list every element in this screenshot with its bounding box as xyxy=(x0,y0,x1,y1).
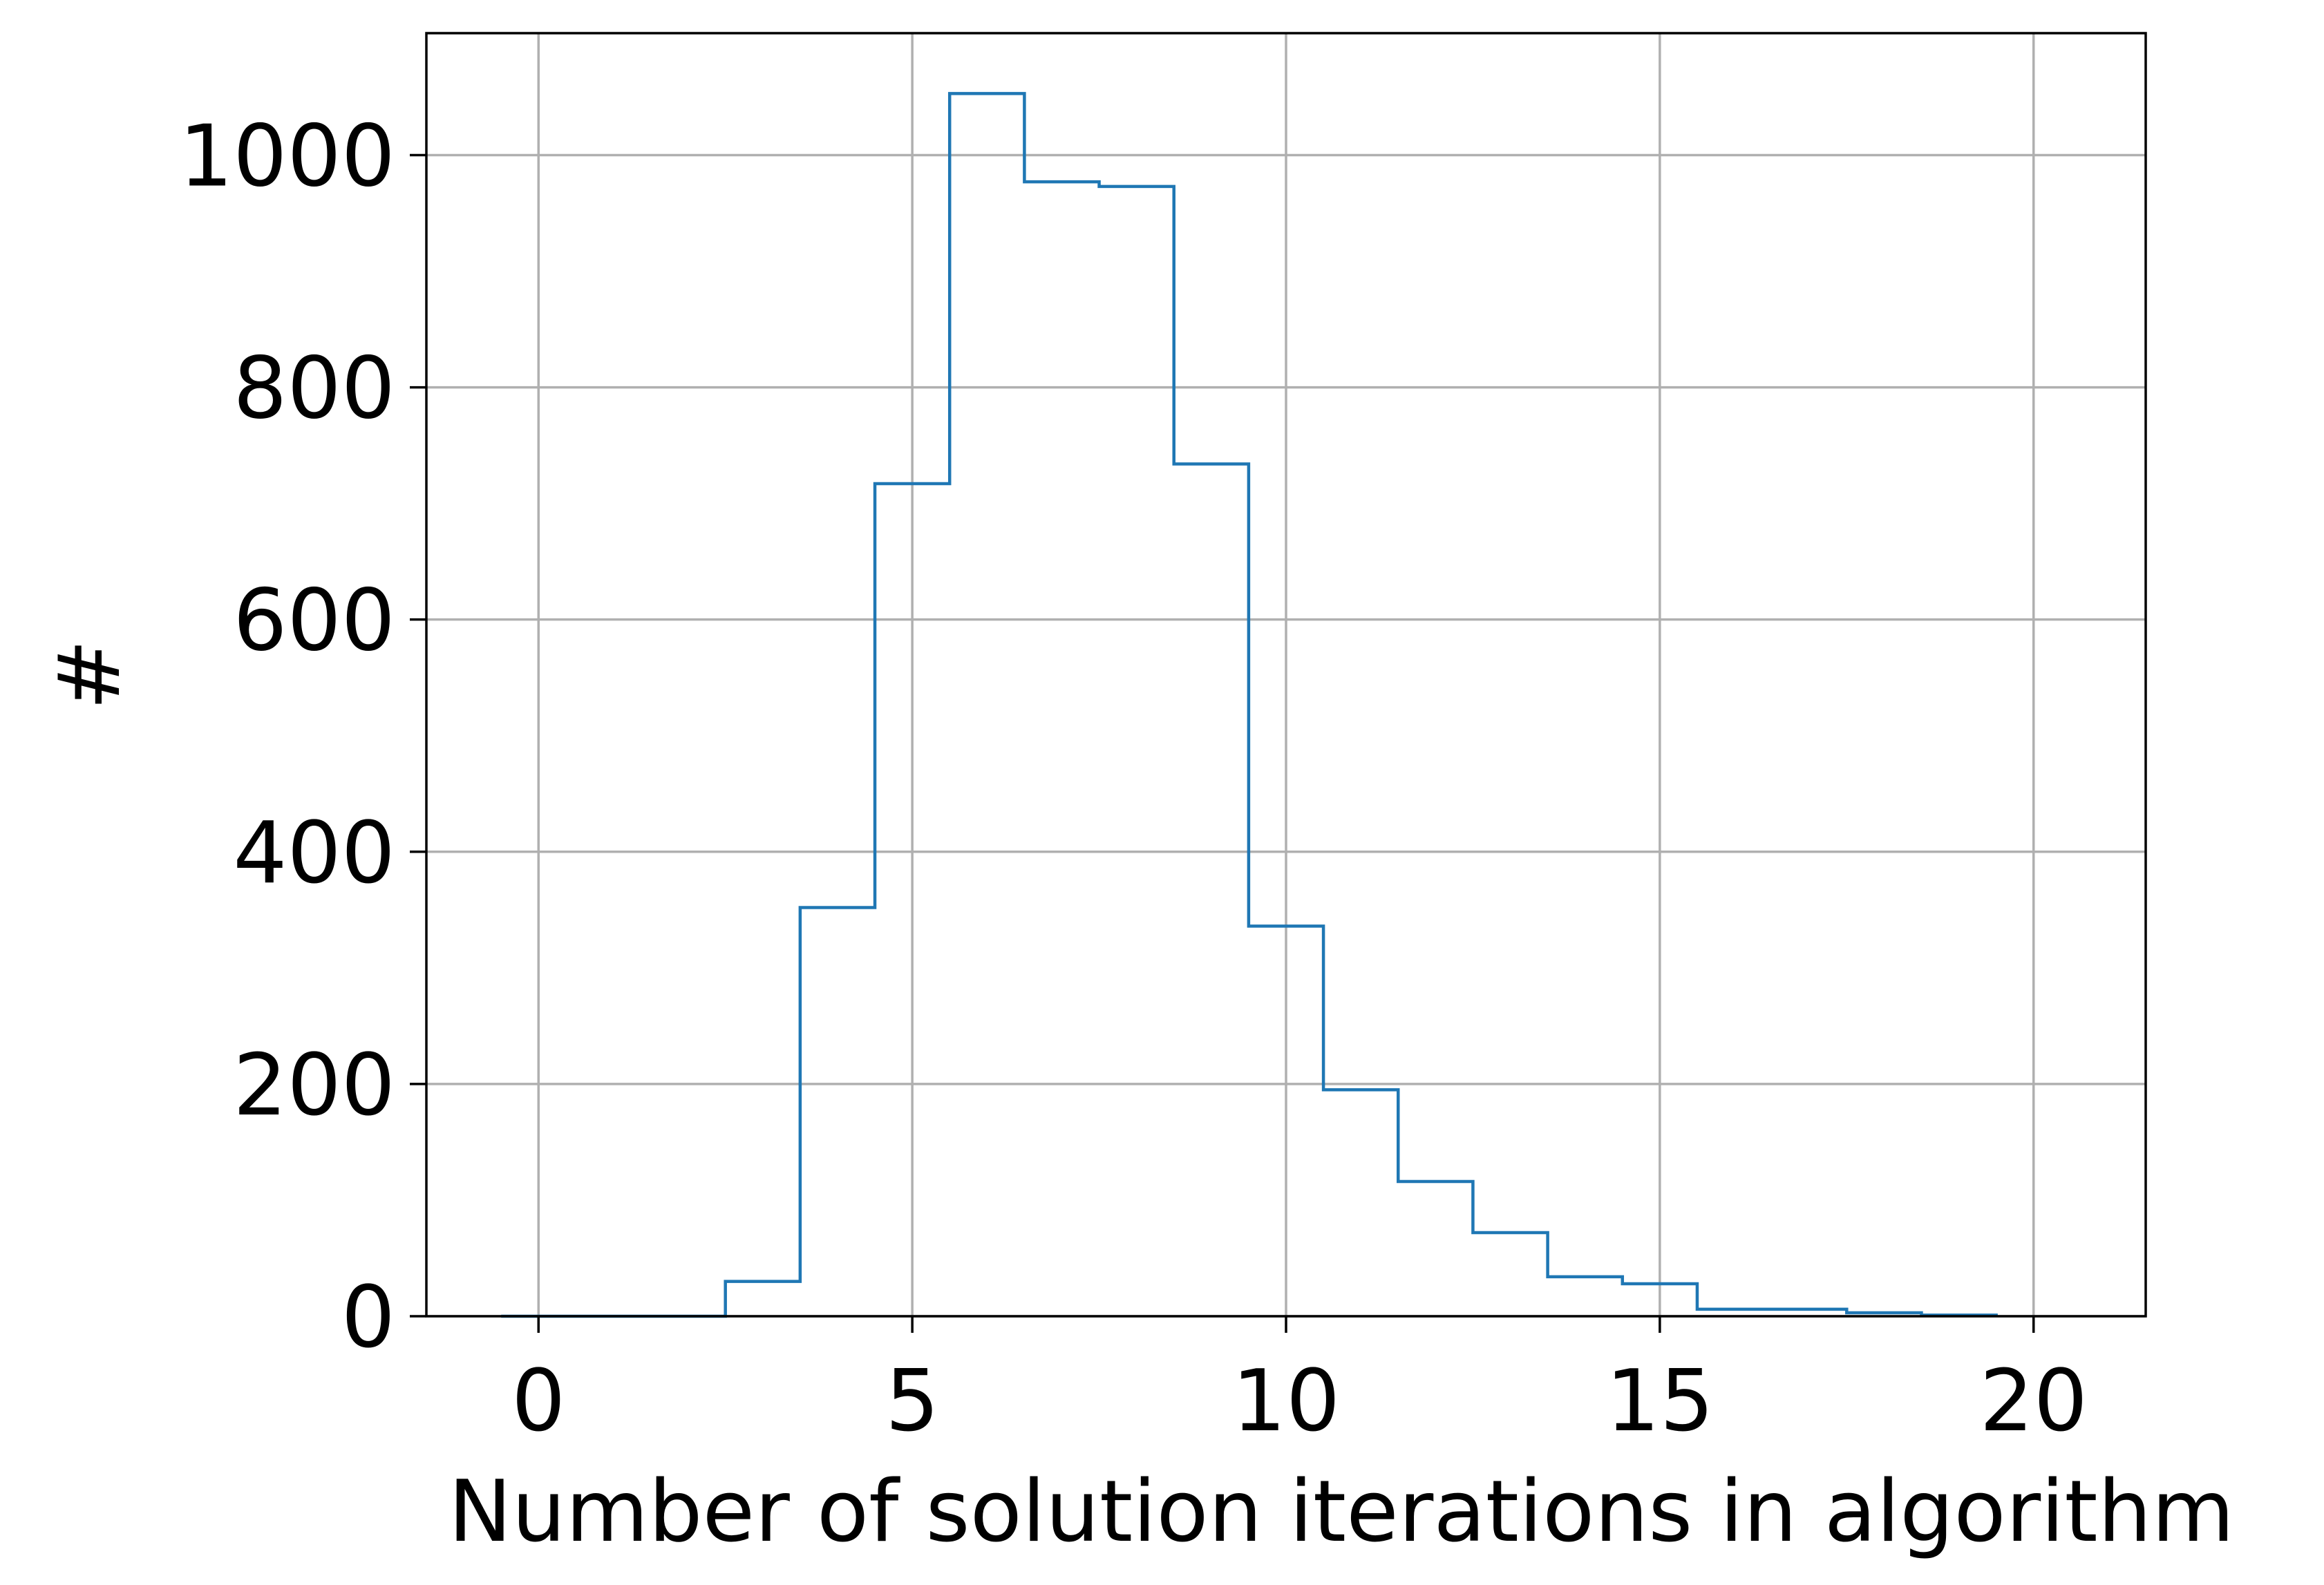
histogram-step-line xyxy=(501,92,1998,1318)
x-tick-label: 0 xyxy=(511,1352,565,1451)
x-tick-label: 10 xyxy=(1232,1352,1341,1451)
y-tick-label: 600 xyxy=(233,572,395,671)
y-tick-label: 200 xyxy=(233,1036,395,1135)
y-tick-label: 400 xyxy=(233,804,395,903)
x-tick-label: 5 xyxy=(885,1352,939,1451)
series-layer xyxy=(501,92,1998,1318)
x-tick-label: 15 xyxy=(1606,1352,1714,1451)
x-axis-label: Number of solution iterations in algorit… xyxy=(448,1463,2235,1562)
y-axis-label: # xyxy=(41,639,140,710)
y-tick-label: 800 xyxy=(233,340,395,439)
grid-layer xyxy=(426,33,2146,1318)
y-tick-label: 0 xyxy=(341,1269,395,1367)
y-tick-label: 1000 xyxy=(179,107,395,206)
x-tick-label: 20 xyxy=(1979,1352,2088,1451)
